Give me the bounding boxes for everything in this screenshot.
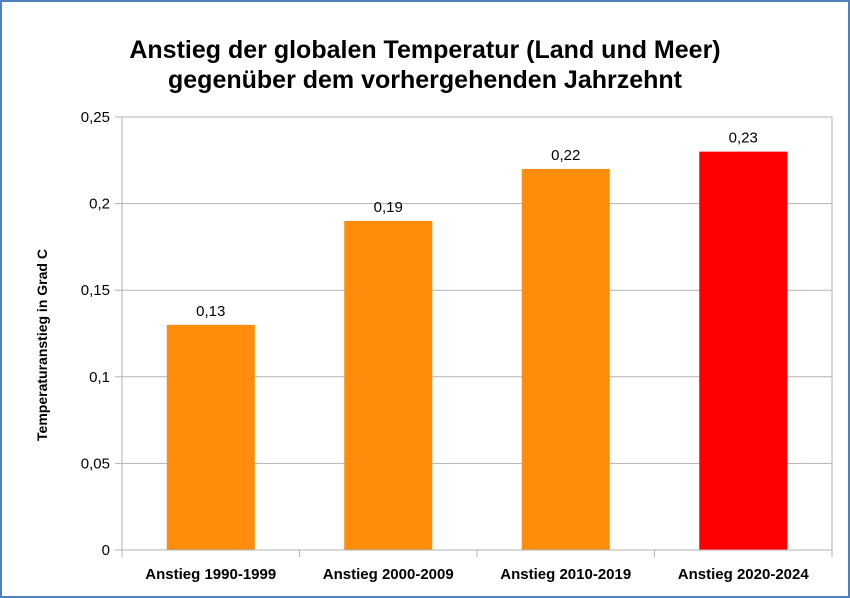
y-tick-label: 0,1 (89, 369, 110, 386)
chart-title-line-2: gegenüber dem vorhergehenden Jahrzehnt (168, 66, 682, 94)
y-tick-label: 0,25 (81, 109, 110, 126)
axes (115, 116, 833, 557)
y-tick-label: 0,2 (89, 196, 110, 213)
bar (521, 168, 610, 550)
y-tick-label: 0,15 (81, 282, 110, 299)
bar (344, 220, 433, 551)
data-label: 0,13 (196, 303, 225, 320)
x-category-label: Anstieg 2000-2009 (323, 566, 454, 583)
y-tick-label: 0 (102, 542, 110, 559)
x-category-label: Anstieg 1990-1999 (145, 566, 276, 583)
data-label: 0,22 (551, 147, 580, 164)
bars (166, 151, 788, 551)
y-tick-label: 0,05 (81, 455, 110, 472)
labels: 0 0,05 0,1 0,15 0,2 0,25 0,13 Anstieg 1990-1999… (81, 109, 810, 583)
bar (166, 324, 255, 550)
x-category-label: Anstieg 2020-2024 (678, 566, 810, 583)
data-label: 0,19 (374, 199, 403, 216)
y-axis-label: Temperaturanstieg in Grad C (34, 249, 50, 441)
chart-title-line-1: Anstieg der globalen Temperatur (Land un… (129, 36, 721, 64)
x-category-label: Anstieg 2010-2019 (500, 566, 631, 583)
data-label: 0,23 (729, 130, 758, 147)
bar (699, 151, 788, 550)
